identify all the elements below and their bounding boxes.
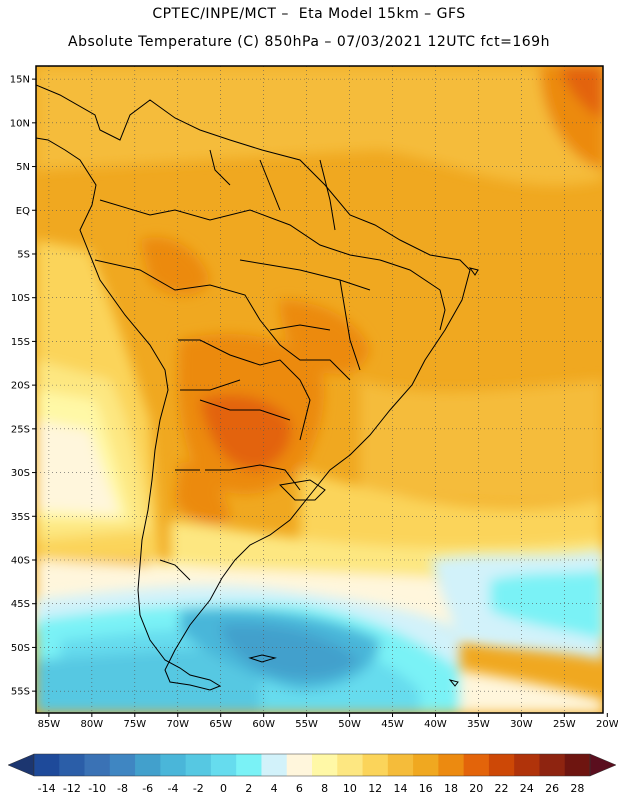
lat-label: 45S bbox=[11, 599, 30, 610]
lat-label: 5S bbox=[17, 249, 30, 260]
colorbar-label: -2 bbox=[193, 782, 204, 795]
colorbar-label: -12 bbox=[63, 782, 81, 795]
colorbar-swatch bbox=[59, 754, 85, 776]
lon-label: 60W bbox=[252, 719, 275, 730]
graticule bbox=[36, 66, 603, 713]
longitude-labels: 85W 80W 75W 70W 65W 60W 55W 50W 45W 40W 35W 30W 25W 2… bbox=[38, 719, 618, 730]
lon-label: 75W bbox=[123, 719, 146, 730]
colorbar-label: 20 bbox=[469, 782, 483, 795]
colorbar-label: 4 bbox=[271, 782, 278, 795]
lat-label: 40S bbox=[11, 555, 30, 566]
lon-label: 50W bbox=[338, 719, 361, 730]
lat-label: 15S bbox=[11, 337, 30, 348]
map-title: CPTEC/INPE/MCT – Eta Model 15km – GFS bbox=[152, 6, 466, 22]
lon-label: 80W bbox=[81, 719, 104, 730]
colorbar-label: -8 bbox=[117, 782, 128, 795]
lon-label: 70W bbox=[166, 719, 189, 730]
lat-label: 30S bbox=[11, 468, 30, 479]
colorbar-swatch bbox=[387, 754, 414, 776]
colorbar-swatch bbox=[84, 754, 111, 776]
colorbar-swatch bbox=[413, 754, 439, 776]
lat-label: EQ bbox=[16, 206, 30, 217]
coastline bbox=[36, 84, 471, 691]
lat-label: 25S bbox=[11, 424, 30, 435]
colorbar-swatch bbox=[34, 754, 60, 776]
latitude-labels: 15N 10N 5N EQ 5S 10S 15S 20S 25S 30S 35S 40S 45S 50S 5… bbox=[10, 75, 30, 698]
lon-label: 40W bbox=[424, 719, 447, 730]
colorbar-swatch bbox=[514, 754, 540, 776]
colorbar-label: 6 bbox=[296, 782, 303, 795]
colorbar-swatch bbox=[210, 754, 237, 776]
colorbar-label: 28 bbox=[570, 782, 584, 795]
map-frame bbox=[35, 65, 604, 714]
color-legend: -14 -12 -10 -8 -6 -4 -2 0 2 4 6 8 10 12 14 16 18 20 22 24 26… bbox=[7, 753, 617, 795]
colorbar-swatch bbox=[438, 754, 465, 776]
islands bbox=[248, 267, 479, 687]
colorbar-swatch bbox=[286, 754, 313, 776]
lon-label: 45W bbox=[381, 719, 404, 730]
colorbar-swatch bbox=[463, 754, 490, 776]
colorbar-label: 10 bbox=[343, 782, 357, 795]
colorbar-max-arrow bbox=[589, 753, 617, 777]
lon-label: 25W bbox=[553, 719, 576, 730]
lon-label: 30W bbox=[510, 719, 533, 730]
colorbar-label: -14 bbox=[38, 782, 56, 795]
map-subtitle: Absolute Temperature (C) 850hPa – 07/03/… bbox=[68, 34, 550, 50]
colorbar-label: -10 bbox=[88, 782, 106, 795]
colorbar-label: 24 bbox=[520, 782, 534, 795]
colorbar-swatch bbox=[160, 754, 187, 776]
colorbar-label: -6 bbox=[142, 782, 153, 795]
colorbar-swatch bbox=[362, 754, 389, 776]
lon-label: 35W bbox=[467, 719, 490, 730]
colorbar-swatch bbox=[488, 754, 515, 776]
lat-label: 15N bbox=[10, 75, 30, 86]
colorbar-swatch bbox=[539, 754, 566, 776]
lat-label: 50S bbox=[11, 643, 30, 654]
lon-label: 55W bbox=[295, 719, 318, 730]
colorbar-swatch bbox=[135, 754, 161, 776]
colorbar-label: 16 bbox=[419, 782, 433, 795]
temperature-field bbox=[36, 66, 603, 713]
lon-label: 85W bbox=[38, 719, 61, 730]
colorbar-swatch bbox=[564, 754, 591, 776]
colorbar-swatch bbox=[337, 754, 363, 776]
colorbar-label: -4 bbox=[168, 782, 179, 795]
lat-label: 55S bbox=[11, 687, 30, 698]
colorbar-label: 22 bbox=[495, 782, 509, 795]
colorbar-label: 0 bbox=[220, 782, 227, 795]
lat-label: 10N bbox=[10, 118, 30, 129]
colorbar-label: 2 bbox=[245, 782, 252, 795]
colorbar-label: 12 bbox=[368, 782, 382, 795]
lon-label: 20W bbox=[596, 719, 618, 730]
lon-label: 65W bbox=[209, 719, 232, 730]
colorbar-swatch bbox=[261, 754, 288, 776]
colorbar-swatch bbox=[236, 754, 262, 776]
colorbar-swatch bbox=[312, 754, 338, 776]
colorbar-label: 26 bbox=[545, 782, 559, 795]
colorbar-label: 14 bbox=[394, 782, 408, 795]
lat-label: 10S bbox=[11, 293, 30, 304]
colorbar-label: 18 bbox=[444, 782, 458, 795]
colorbar-swatch bbox=[109, 754, 136, 776]
colorbar-min-arrow bbox=[7, 753, 35, 777]
lat-label: 5N bbox=[16, 162, 30, 173]
lat-label: 35S bbox=[11, 512, 30, 523]
colorbar-label: 8 bbox=[321, 782, 328, 795]
lat-label: 20S bbox=[11, 381, 30, 392]
colorbar-frame bbox=[33, 753, 591, 777]
axis-ticks bbox=[32, 78, 608, 717]
colorbar-swatch bbox=[185, 754, 212, 776]
